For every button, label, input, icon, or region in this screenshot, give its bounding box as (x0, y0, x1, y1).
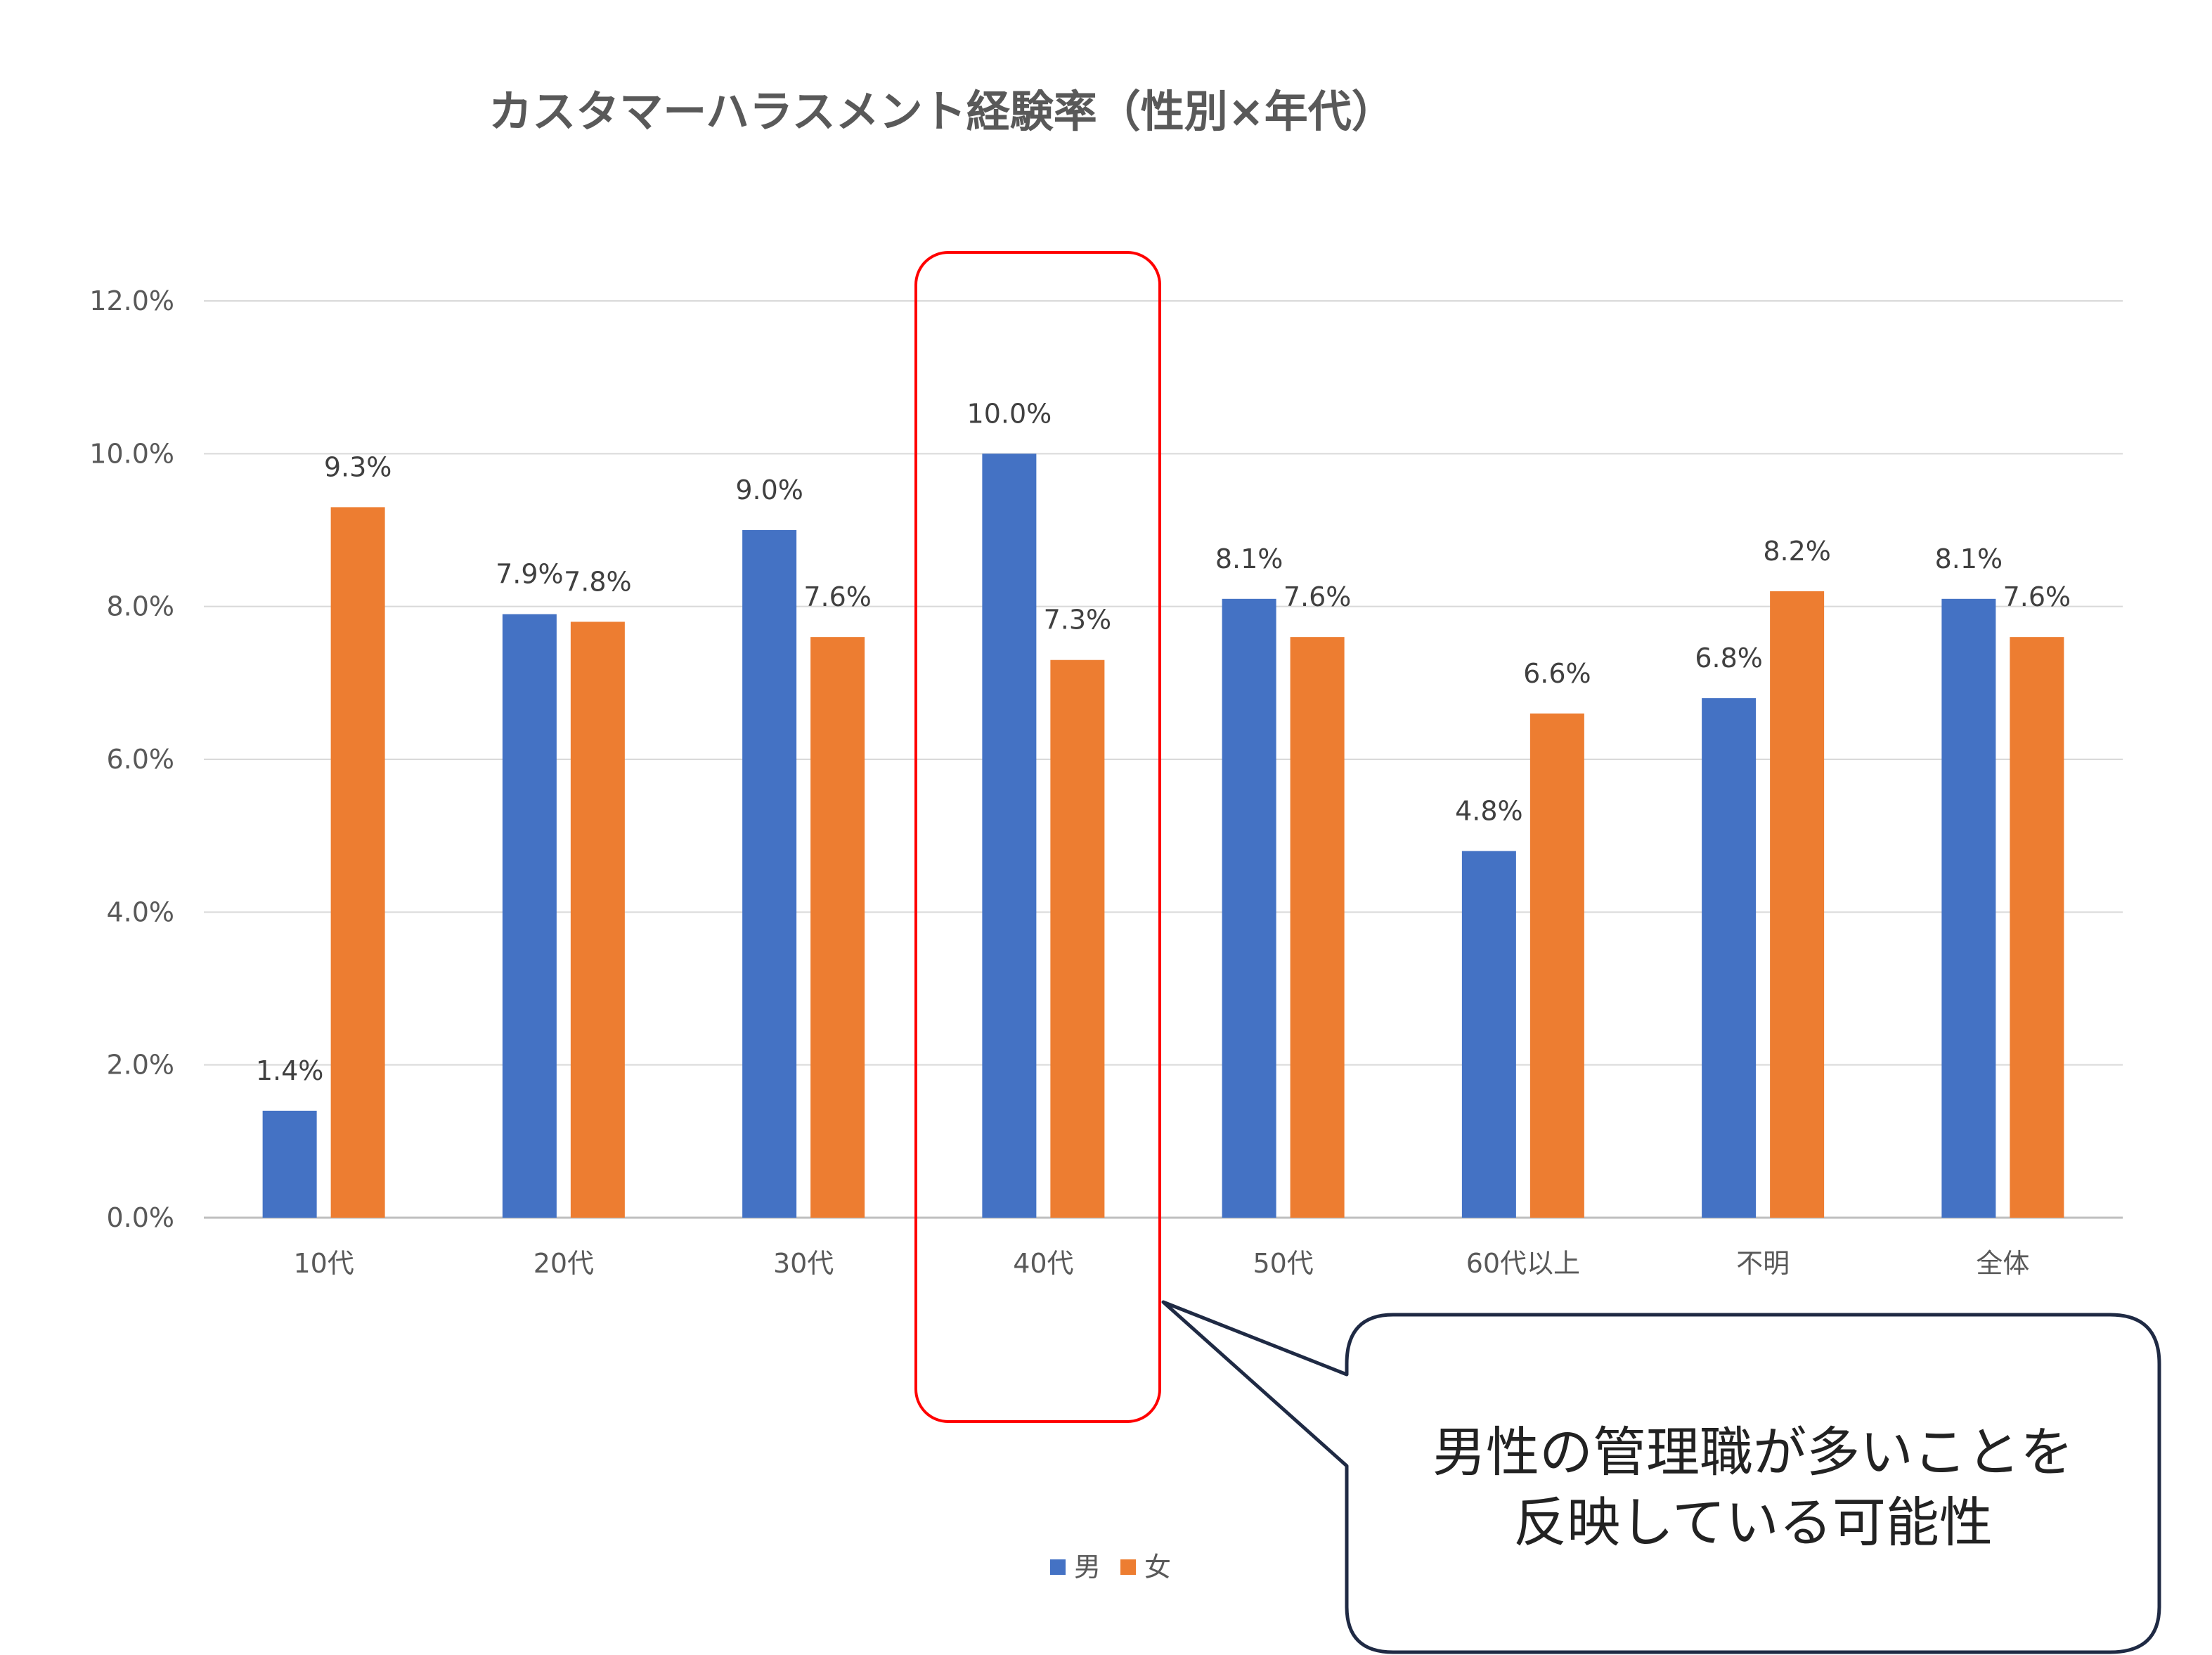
x-axis-categories: 10代 20代 30代 40代 50代 60代以上 不明 全体 (293, 1248, 2029, 1279)
bars (262, 453, 2064, 1218)
data-label-male: 8.1% (1215, 543, 1283, 574)
bar-female (2010, 637, 2064, 1218)
y-tick-label: 4.0% (106, 896, 174, 927)
bar-male (1702, 698, 1757, 1218)
y-tick-label: 10.0% (89, 438, 174, 469)
callout-text-line-1: 男性の管理職が多いことを (1432, 1421, 2074, 1483)
bar-male (1461, 851, 1516, 1218)
x-category-label: 10代 (293, 1248, 354, 1279)
data-label-female: 7.8% (564, 566, 632, 597)
highlight-box (914, 251, 1161, 1423)
x-category-label: 60代以上 (1466, 1248, 1580, 1279)
data-labels: 1.4%9.3%7.9% 7.8%9.0%7.6%10.0%7.3%8.1%7.6… (256, 398, 2071, 1086)
y-tick-label: 0.0% (106, 1202, 174, 1233)
legend-swatch-male (1050, 1559, 1066, 1575)
callout-text-line-2: 反映している可能性 (1513, 1491, 1993, 1554)
bar-male (1222, 598, 1276, 1218)
x-category-label: 全体 (1976, 1248, 2029, 1279)
data-label-male: 4.8% (1455, 795, 1523, 826)
data-label-male: 6.8% (1695, 643, 1763, 674)
x-category-label: 不明 (1736, 1248, 1790, 1279)
bar-male (262, 1110, 317, 1218)
data-label-female: 8.2% (1763, 536, 1831, 567)
legend: 男 女 (1050, 1552, 1171, 1583)
data-label-female: 9.3% (324, 451, 392, 482)
x-category-label: 20代 (533, 1248, 594, 1279)
chart-title: カスタマーハラスメント経験率（性別×年代） (489, 86, 1395, 137)
annotation-callout: 男性の管理職が多いことを 反映している可能性 (1161, 1300, 2161, 1654)
callout-bubble (1161, 1300, 2161, 1654)
y-tick-label: 2.0% (106, 1050, 174, 1081)
data-label-male: 7.9% (496, 559, 564, 590)
data-label-male: 8.1% (1935, 543, 2003, 574)
legend-label-female: 女 (1144, 1552, 1171, 1583)
y-tick-label: 6.0% (106, 744, 174, 775)
data-label-female: 7.6% (803, 581, 872, 612)
data-label-male: 9.0% (735, 475, 803, 505)
y-tick-label: 12.0% (89, 285, 174, 316)
y-axis-ticks: 0.0% 2.0% 4.0% 6.0% 8.0% 10.0% 12.0% (89, 285, 174, 1233)
gridlines (204, 300, 2123, 1219)
x-category-label: 40代 (1013, 1248, 1073, 1279)
legend-swatch-female (1120, 1559, 1136, 1575)
bar-female (1050, 659, 1105, 1218)
data-label-female: 7.6% (2003, 581, 2071, 612)
bar-female (1770, 591, 1825, 1218)
bar-female (810, 637, 865, 1218)
data-label-female: 7.3% (1044, 605, 1112, 636)
x-category-label: 50代 (1253, 1248, 1313, 1279)
bar-female (1290, 637, 1345, 1218)
y-tick-label: 8.0% (106, 591, 174, 622)
data-label-female: 6.6% (1523, 658, 1591, 689)
bar-female (1529, 713, 1584, 1218)
bar-male (502, 614, 557, 1218)
data-label-female: 7.6% (1283, 581, 1352, 612)
data-label-male: 1.4% (256, 1055, 324, 1086)
bar-male (1941, 598, 1996, 1218)
bar-male (982, 453, 1037, 1218)
bar-female (570, 622, 625, 1218)
data-label-male: 10.0% (967, 398, 1052, 429)
bar-male (742, 530, 797, 1218)
x-category-label: 30代 (773, 1248, 834, 1279)
legend-label-male: 男 (1074, 1552, 1101, 1583)
bar-female (330, 507, 385, 1218)
